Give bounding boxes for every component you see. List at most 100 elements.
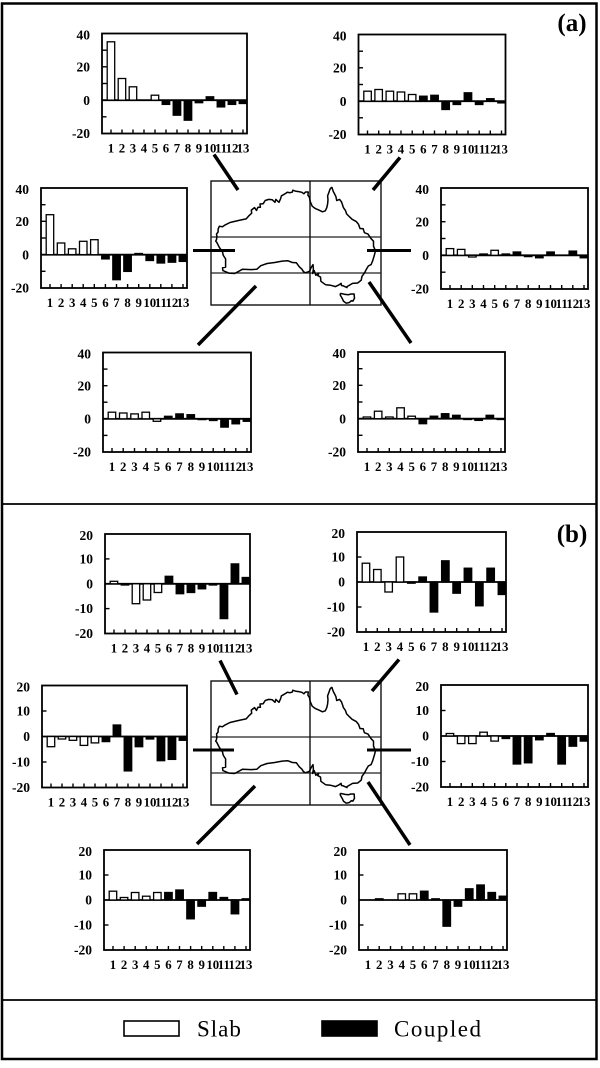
svg-text:40: 40	[77, 28, 91, 43]
svg-text:11: 11	[218, 958, 230, 972]
svg-text:4: 4	[143, 460, 150, 474]
svg-text:4: 4	[397, 460, 404, 474]
svg-text:7: 7	[431, 143, 438, 157]
svg-text:20: 20	[333, 60, 347, 75]
svg-text:5: 5	[92, 796, 98, 810]
svg-text:7: 7	[113, 296, 120, 310]
svg-text:12: 12	[229, 460, 242, 474]
svg-text:2: 2	[59, 796, 65, 810]
svg-text:13: 13	[237, 142, 250, 156]
svg-text:13: 13	[177, 796, 190, 810]
svg-text:20: 20	[332, 526, 346, 541]
svg-text:0: 0	[23, 729, 30, 744]
svg-text:8: 8	[444, 958, 450, 972]
svg-text:6: 6	[420, 460, 427, 474]
svg-text:2: 2	[119, 142, 125, 156]
svg-text:0: 0	[340, 893, 347, 908]
svg-text:20: 20	[78, 378, 92, 393]
svg-text:7: 7	[174, 142, 181, 156]
svg-text:0: 0	[422, 248, 429, 263]
svg-text:-20: -20	[11, 281, 29, 296]
svg-text:7: 7	[177, 642, 184, 656]
svg-text:9: 9	[136, 796, 142, 810]
svg-text:1: 1	[365, 958, 371, 972]
svg-text:-20: -20	[73, 445, 91, 460]
svg-text:11: 11	[556, 297, 568, 311]
svg-text:6: 6	[165, 460, 172, 474]
svg-text:4: 4	[80, 296, 87, 310]
svg-text:Slab: Slab	[197, 1017, 242, 1042]
svg-text:3: 3	[386, 460, 392, 474]
svg-text:10: 10	[207, 460, 220, 474]
svg-text:13: 13	[578, 795, 591, 809]
svg-text:20: 20	[416, 214, 430, 229]
svg-text:9: 9	[454, 143, 460, 157]
svg-text:0: 0	[340, 94, 347, 109]
svg-text:5: 5	[408, 640, 414, 654]
svg-text:10: 10	[17, 704, 31, 719]
svg-text:12: 12	[226, 142, 239, 156]
svg-text:8: 8	[188, 642, 194, 656]
svg-text:13: 13	[240, 958, 253, 972]
svg-text:40: 40	[78, 347, 92, 362]
svg-text:1: 1	[447, 297, 453, 311]
svg-text:6: 6	[420, 143, 427, 157]
svg-text:10: 10	[80, 552, 94, 567]
svg-text:8: 8	[185, 142, 191, 156]
svg-text:9: 9	[453, 640, 459, 654]
svg-text:1: 1	[48, 796, 54, 810]
svg-text:-10: -10	[327, 600, 345, 615]
svg-text:5: 5	[409, 143, 415, 157]
svg-text:4: 4	[480, 297, 487, 311]
svg-text:4: 4	[141, 142, 148, 156]
svg-text:5: 5	[408, 460, 414, 474]
svg-text:8: 8	[187, 958, 193, 972]
svg-text:13: 13	[497, 958, 510, 972]
svg-text:10: 10	[462, 143, 475, 157]
svg-text:5: 5	[155, 642, 161, 656]
svg-text:12: 12	[483, 460, 496, 474]
svg-text:4: 4	[398, 143, 405, 157]
svg-text:7: 7	[514, 795, 521, 809]
svg-text:-20: -20	[411, 780, 429, 795]
svg-text:20: 20	[17, 680, 31, 695]
svg-text:5: 5	[152, 142, 158, 156]
svg-text:5: 5	[491, 795, 497, 809]
svg-text:-20: -20	[411, 282, 429, 297]
svg-text:2: 2	[375, 460, 381, 474]
svg-text:7: 7	[114, 796, 121, 810]
svg-text:-20: -20	[12, 780, 30, 795]
svg-text:9: 9	[135, 296, 141, 310]
svg-text:-20: -20	[72, 126, 90, 141]
svg-text:6: 6	[421, 958, 428, 972]
svg-text:4: 4	[144, 642, 151, 656]
svg-text:11: 11	[473, 460, 485, 474]
svg-text:(a): (a)	[557, 10, 586, 37]
svg-text:-20: -20	[329, 127, 347, 142]
svg-text:3: 3	[133, 642, 139, 656]
svg-text:8: 8	[525, 297, 531, 311]
svg-text:4: 4	[480, 795, 487, 809]
svg-text:2: 2	[458, 795, 464, 809]
svg-text:1: 1	[364, 143, 370, 157]
svg-text:3: 3	[69, 296, 75, 310]
svg-text:40: 40	[416, 182, 430, 197]
svg-text:11: 11	[155, 796, 167, 810]
svg-text:9: 9	[455, 958, 461, 972]
svg-text:3: 3	[469, 795, 475, 809]
svg-text:11: 11	[473, 640, 485, 654]
svg-text:5: 5	[491, 297, 497, 311]
svg-text:5: 5	[154, 958, 160, 972]
svg-text:12: 12	[229, 642, 242, 656]
svg-text:1: 1	[111, 642, 117, 656]
svg-text:6: 6	[163, 142, 170, 156]
svg-text:12: 12	[566, 297, 579, 311]
svg-text:6: 6	[103, 796, 110, 810]
svg-text:9: 9	[536, 795, 542, 809]
svg-text:2: 2	[458, 297, 464, 311]
svg-text:7: 7	[431, 460, 438, 474]
svg-text:7: 7	[431, 640, 438, 654]
svg-text:-10: -10	[329, 918, 347, 933]
svg-text:2: 2	[58, 296, 64, 310]
svg-text:12: 12	[229, 958, 242, 972]
